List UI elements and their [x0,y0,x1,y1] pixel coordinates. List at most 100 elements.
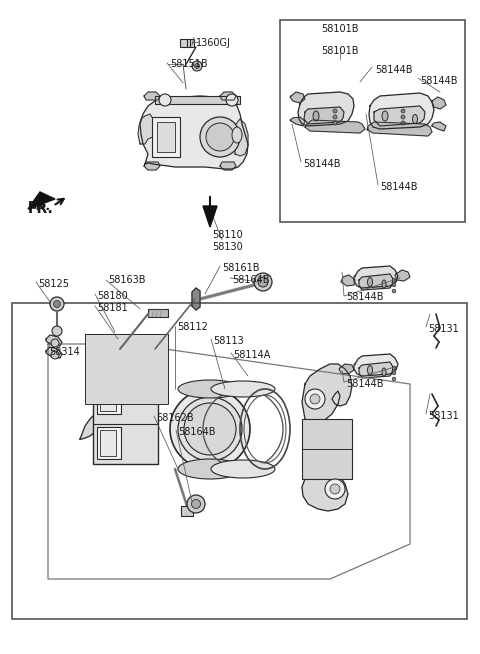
Text: 58101B: 58101B [321,46,359,56]
Ellipse shape [178,459,242,479]
Polygon shape [374,106,425,126]
Circle shape [401,121,405,125]
Text: 58114A: 58114A [233,350,270,360]
Text: FR.: FR. [28,199,51,213]
Polygon shape [302,472,348,511]
Polygon shape [290,117,305,126]
Circle shape [310,394,320,404]
Circle shape [333,121,337,125]
Polygon shape [305,120,365,133]
Polygon shape [367,122,432,136]
Text: 58144B: 58144B [346,379,384,389]
Polygon shape [304,107,344,124]
Circle shape [194,63,200,69]
Text: 58125: 58125 [38,279,69,289]
Text: 58101B: 58101B [321,24,359,34]
Polygon shape [140,96,248,169]
Circle shape [325,479,345,499]
Circle shape [392,371,396,375]
Circle shape [184,403,236,455]
Text: 58112: 58112 [177,322,208,332]
Polygon shape [220,162,236,170]
Ellipse shape [232,127,242,143]
Text: 58163B: 58163B [108,275,145,285]
Bar [100,383,116,411]
Text: 58164B: 58164B [232,275,269,285]
Circle shape [159,94,171,106]
Text: 58180: 58180 [97,291,128,301]
Polygon shape [302,364,352,424]
Polygon shape [341,275,355,286]
Bar [152,117,180,157]
Circle shape [392,283,396,287]
Polygon shape [432,97,446,109]
Circle shape [53,300,60,307]
Text: 58164B: 58164B [178,427,216,437]
Circle shape [178,397,242,461]
Polygon shape [290,92,305,103]
Bar [12,303,467,619]
Text: 1360GJ: 1360GJ [196,38,231,48]
Circle shape [333,115,337,119]
Circle shape [192,61,202,71]
Bar [155,96,240,104]
Text: FR.: FR. [28,202,54,216]
Circle shape [392,377,396,381]
Circle shape [226,94,238,106]
Ellipse shape [382,280,386,288]
Text: 58181: 58181 [97,303,128,313]
Polygon shape [46,335,62,346]
Bar [100,430,116,456]
Circle shape [401,109,405,113]
Polygon shape [46,347,62,358]
Text: 58314: 58314 [49,347,80,357]
Circle shape [401,115,405,119]
Polygon shape [354,266,398,288]
Circle shape [333,109,337,113]
Polygon shape [359,362,393,378]
Circle shape [392,366,396,370]
Bar [280,20,465,222]
Ellipse shape [211,460,275,478]
Polygon shape [369,93,434,129]
Text: 58161B: 58161B [222,263,260,273]
Polygon shape [28,192,55,209]
Text: 58130: 58130 [213,242,243,252]
Text: 58131: 58131 [428,324,459,334]
Circle shape [258,277,268,287]
Text: 58144B: 58144B [346,292,384,302]
Bar [97,379,121,414]
Polygon shape [354,354,398,376]
Polygon shape [339,364,354,374]
Circle shape [305,389,325,409]
Circle shape [192,500,201,509]
Circle shape [52,326,62,336]
Circle shape [51,351,59,359]
Polygon shape [192,288,200,310]
Text: 58151B: 58151B [170,59,208,69]
Ellipse shape [313,111,319,121]
Polygon shape [298,92,354,126]
Polygon shape [80,384,110,439]
Ellipse shape [382,368,386,376]
Circle shape [170,389,250,469]
Bar [157,122,175,152]
Bar [180,39,194,47]
Bar [148,309,168,317]
Polygon shape [220,92,236,100]
Text: 58144B: 58144B [420,76,457,86]
Circle shape [392,289,396,293]
Circle shape [206,123,234,151]
Polygon shape [395,270,410,281]
Ellipse shape [412,114,418,124]
Bar [85,334,168,404]
Bar [302,419,352,479]
Ellipse shape [178,380,242,398]
Polygon shape [144,162,160,170]
Ellipse shape [368,277,372,286]
Circle shape [51,339,59,347]
Bar [97,427,121,459]
Bar [93,349,158,464]
Ellipse shape [368,366,372,375]
Text: 58162B: 58162B [156,413,193,423]
